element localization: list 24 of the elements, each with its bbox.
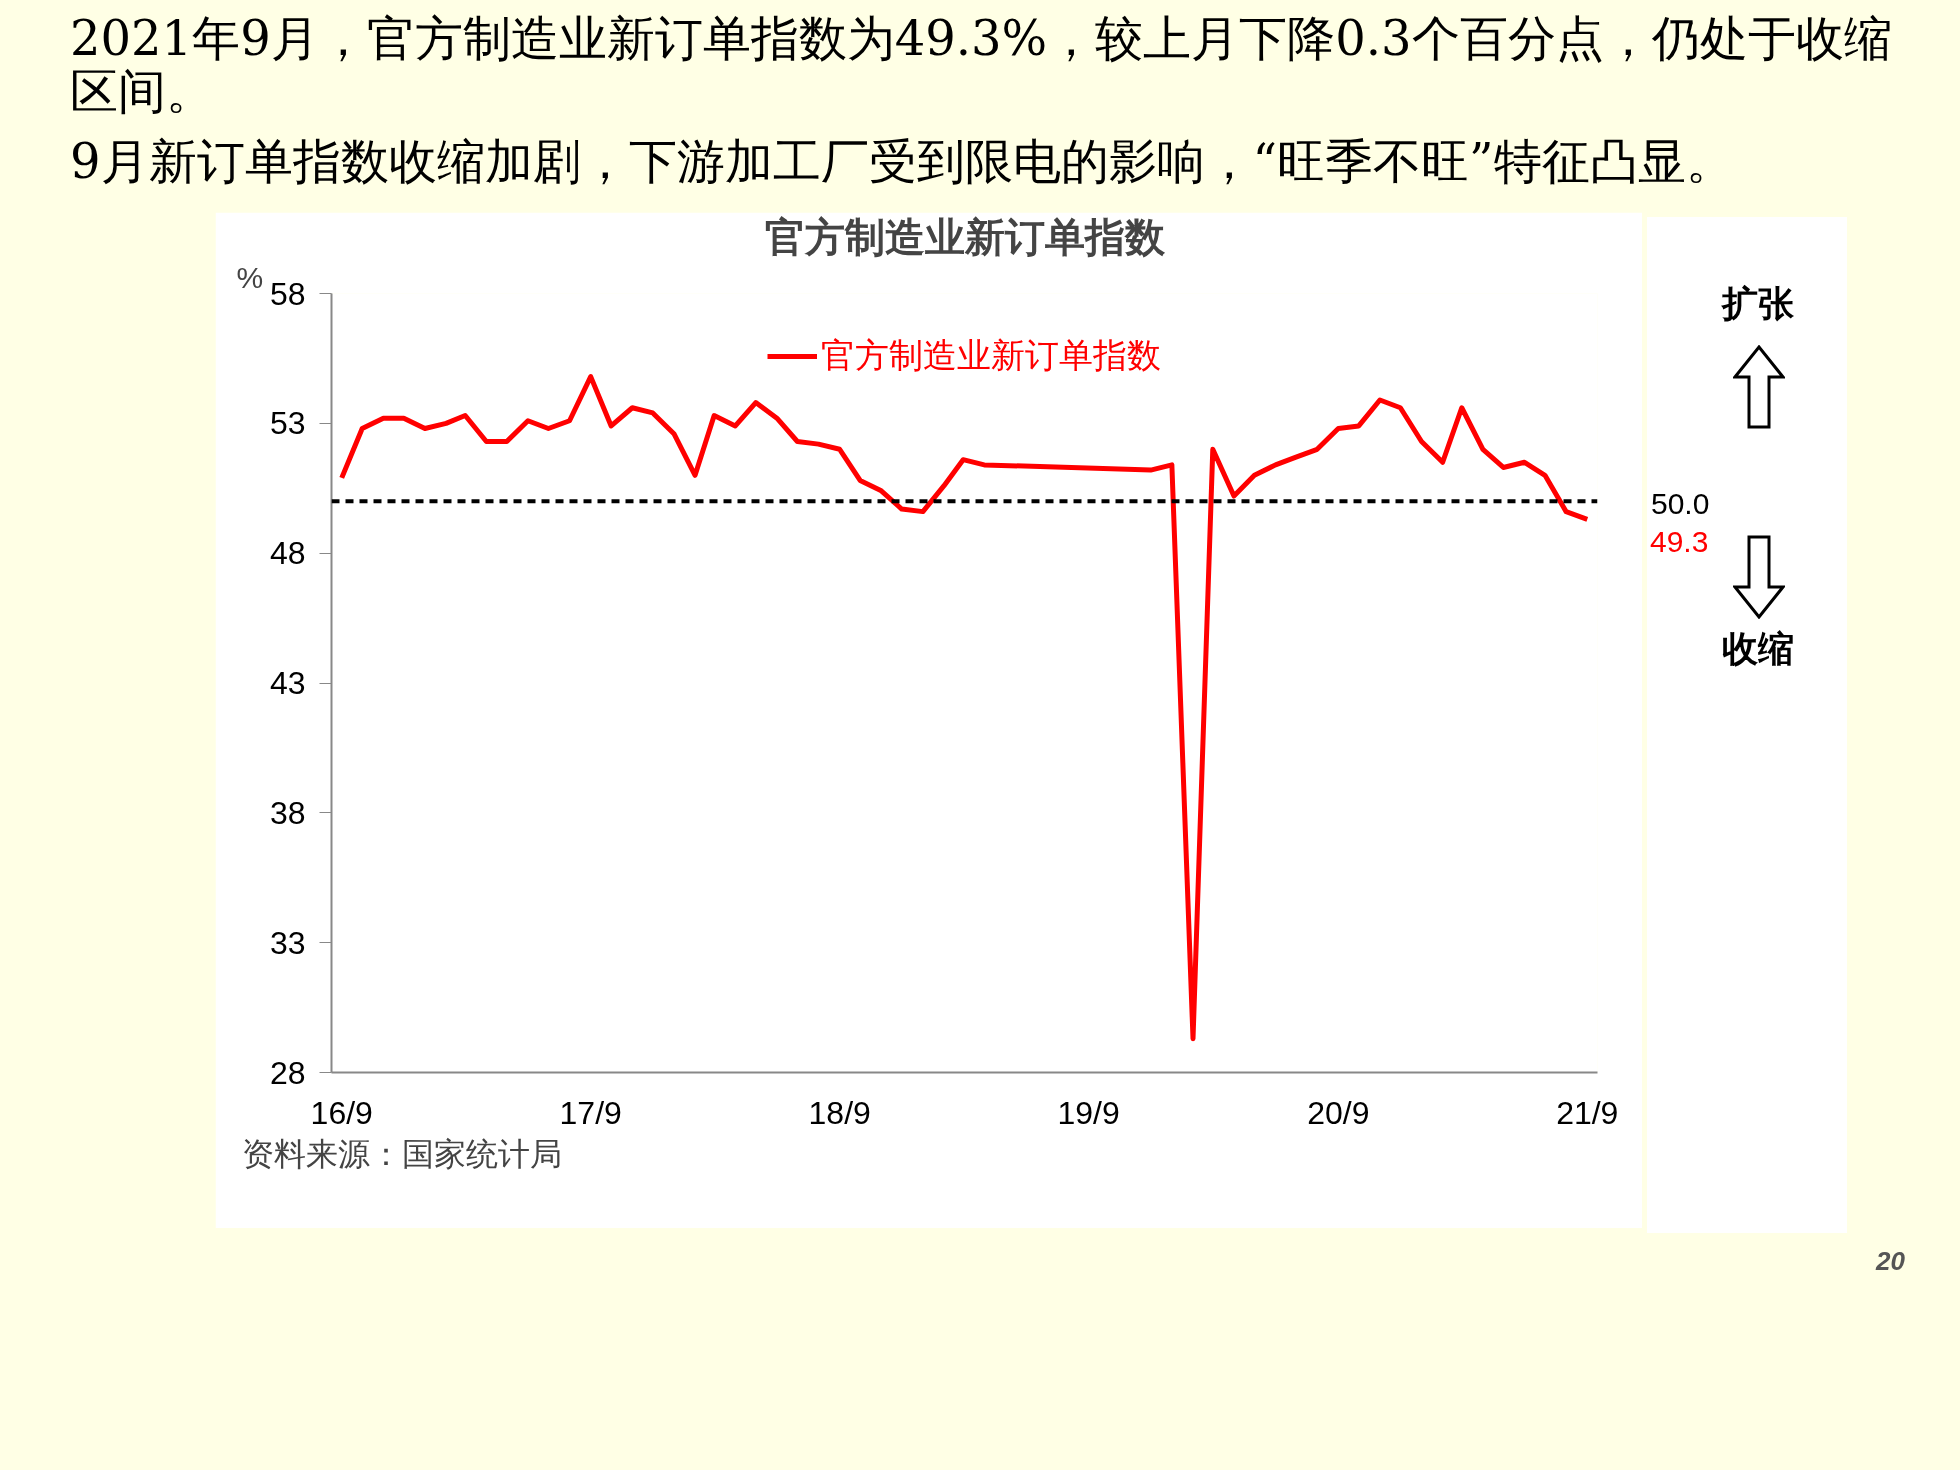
y-tick-label: 33 — [269, 925, 306, 962]
y-tick-label: 48 — [269, 535, 306, 572]
text: 20 — [1876, 1245, 1905, 1279]
x-tick-label: 17/9 — [559, 1094, 622, 1131]
chart-title: 官方制造业新订单指数 — [764, 214, 1166, 259]
text: 扩张 — [1722, 283, 1794, 325]
text: 2021年9月，官方制造业新订单指数为49.3%，较上月下降0.3个百分点，仍处于收缩区间。 — [70, 10, 1893, 119]
y-tick-label: 58 — [269, 275, 306, 312]
x-tick-label: 21/9 — [1556, 1094, 1619, 1131]
x-tick-label: 18/9 — [808, 1094, 871, 1131]
text: 9月新订单指数收缩加剧，下游加工厂受到限电的影响，“旺季不旺”特征凸显。 — [70, 132, 1734, 189]
x-tick-label: 20/9 — [1307, 1094, 1370, 1131]
y-tick-label: 28 — [269, 1054, 306, 1091]
legend-label: 官方制造业新订单指数 — [821, 335, 1161, 377]
y-tick-label: 43 — [269, 665, 306, 702]
ref-line-label: 50.0 — [1651, 487, 1710, 521]
x-tick-label: 19/9 — [1057, 1094, 1120, 1131]
x-tick-label: 16/9 — [310, 1094, 373, 1131]
y-axis-title: % — [236, 260, 264, 294]
annotation: 49.3 — [1650, 525, 1709, 559]
text: 资料来源：国家统计局 — [241, 1135, 562, 1172]
text: 收缩 — [1722, 628, 1794, 670]
y-tick-label: 38 — [269, 795, 306, 832]
y-tick-label: 53 — [269, 405, 306, 442]
